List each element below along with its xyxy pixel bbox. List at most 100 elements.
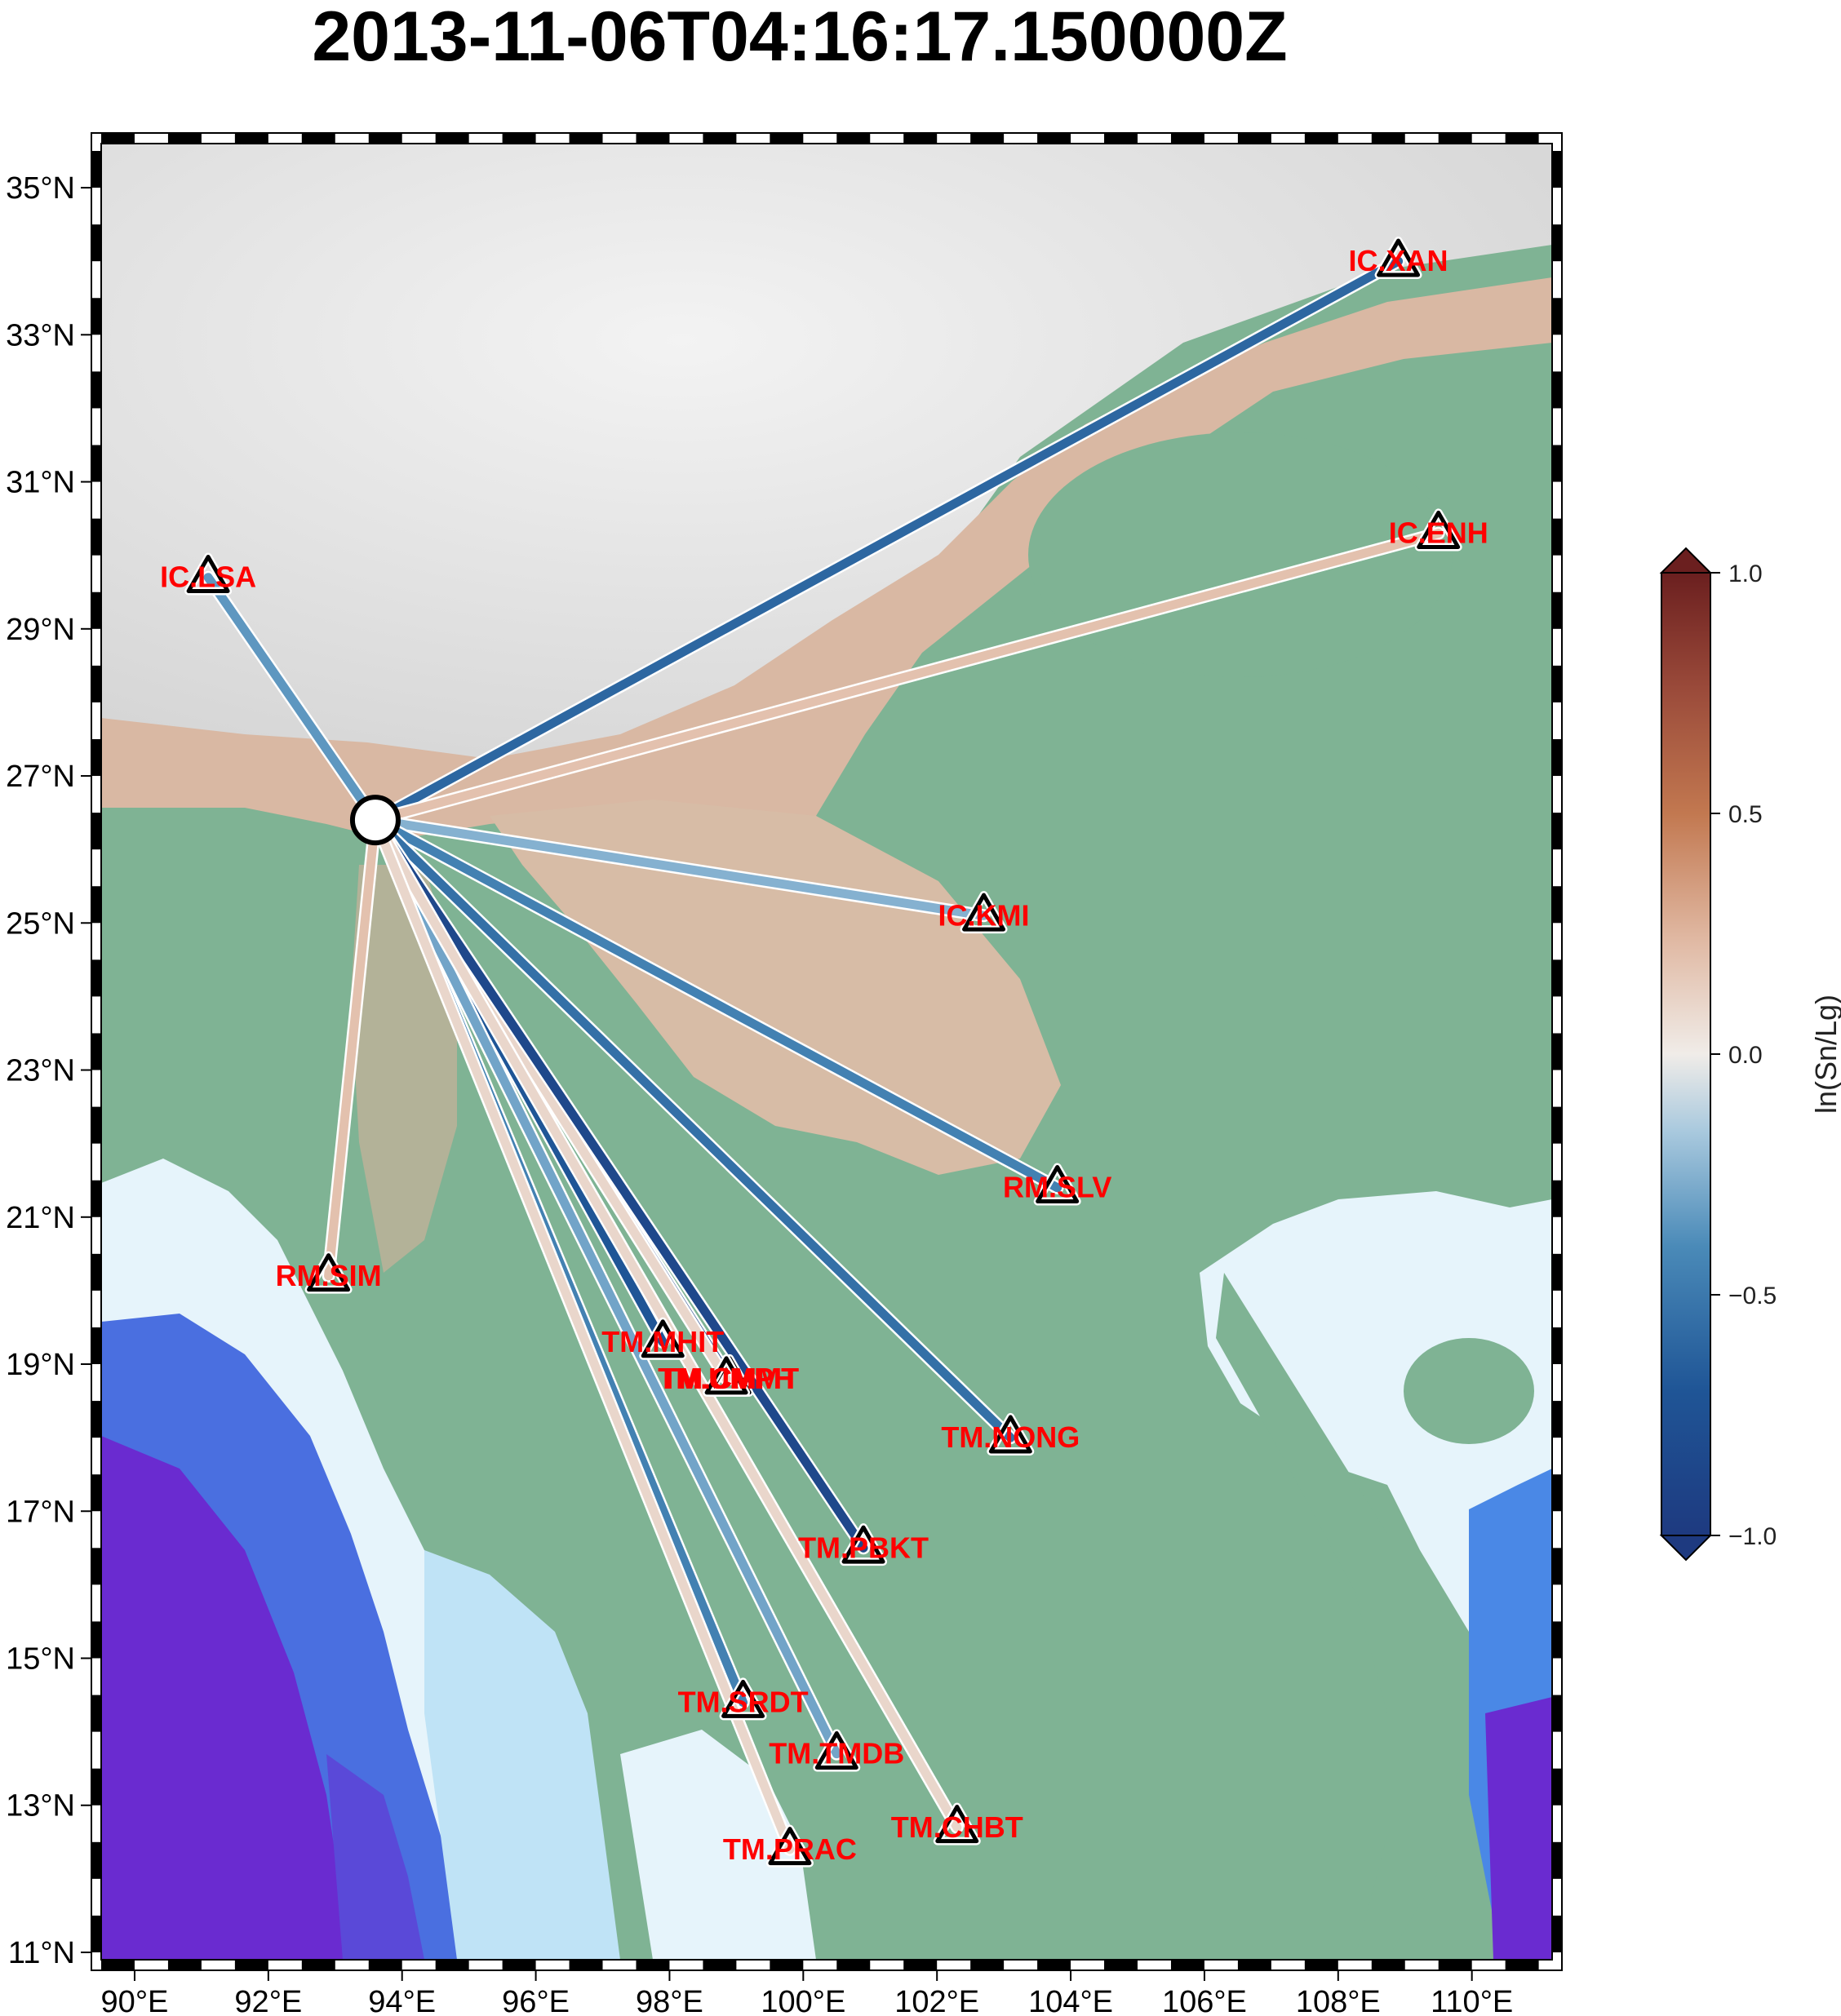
station-triangle-icon (641, 1319, 685, 1358)
frame-tick-left (91, 1327, 101, 1365)
lon-tick-label: 106°E (1162, 1985, 1247, 2016)
frame-tick-bottom (703, 1960, 737, 1970)
frame-tick-left (91, 1548, 101, 1585)
station-label-ic-enh: IC.ENH (1389, 516, 1488, 550)
colorbar-min-triangle (1659, 1535, 1713, 1562)
frame-tick-left (91, 1915, 101, 1952)
frame-tick-bottom (167, 1960, 202, 1970)
frame-tick-bottom (970, 1960, 1005, 1970)
ray-path-rm-slv (370, 815, 1062, 1193)
frame-tick-right (1552, 592, 1562, 629)
station-triangle-icon (1036, 1165, 1080, 1204)
frame-tick-top (101, 133, 135, 144)
station-triangle-icon (814, 1730, 858, 1770)
frame-tick-left (91, 1768, 101, 1806)
lat-tick-label: 21°N (6, 1201, 75, 1235)
frame-tick-left (91, 1841, 101, 1879)
station-label-tm-nong: TM.NONG (941, 1420, 1080, 1454)
longitude-labels: 90°E 92°E 94°E 96°E 98°E 100°E 102°E 104°E 106°E… (101, 1970, 1513, 2016)
frame-tick-right (1552, 959, 1562, 997)
station-triangle-icon (935, 1805, 979, 1844)
frame-tick-top (167, 133, 202, 144)
lat-tick-label: 31°N (6, 466, 75, 500)
frame-tick-bottom (368, 1960, 402, 1970)
station-label-tm-tmdb: TM.TMDB (769, 1737, 904, 1770)
topography-basemap (101, 144, 1552, 1960)
station-label-tm-umph: TM.UMPH (658, 1362, 795, 1395)
frame-tick-left (91, 151, 101, 188)
station-label-ic-lsa: IC.LSA (160, 560, 256, 594)
frame-tick-right (1552, 1253, 1562, 1291)
lon-tick-label: 102°E (894, 1985, 979, 2016)
frame-tick-top (903, 133, 938, 144)
station-label-ic-kmi: IC.KMI (938, 898, 1030, 932)
frame-tick-right (1552, 1033, 1562, 1070)
frame-tick-bottom (770, 1960, 804, 1970)
frame-tick-right (1552, 151, 1562, 188)
frame-tick-right (1552, 224, 1562, 262)
station-label-tm-cmmt: TM.CMMT (660, 1362, 799, 1395)
frame-tick-right (1552, 1327, 1562, 1365)
frame-tick-left (91, 445, 101, 482)
ray-path-ic-xan (370, 256, 1404, 825)
frame-tick-bottom (1170, 1960, 1204, 1970)
station-triangle-icon (186, 555, 230, 594)
frame-tick-bottom (1304, 1960, 1338, 1970)
frame-tick-right (1552, 1841, 1562, 1879)
lat-tick-label: 23°N (6, 1054, 75, 1088)
frame-tick-right (1552, 371, 1562, 409)
frame-tick-left (91, 1180, 101, 1217)
colorbar-tick-label: 0.0 (1728, 1042, 1763, 1069)
lon-tick-label: 92°E (234, 1985, 302, 2016)
colorbar: 1.0 0.5 0.0 −0.5 −1.0 ln(Sn/Lg) (1659, 547, 1841, 1562)
frame-tick-left (91, 1401, 101, 1438)
station-label-ic-xan: IC.XAN (1349, 244, 1448, 277)
frame-tick-right (1552, 445, 1562, 482)
frame-tick-left (91, 959, 101, 997)
frame-tick-top (301, 133, 335, 144)
frame-tick-bottom (836, 1960, 871, 1970)
lat-tick-label: 29°N (6, 613, 75, 647)
ray-path-rm-sim (324, 815, 380, 1281)
frame-tick-right (1552, 298, 1562, 335)
frame-tick-top (435, 133, 469, 144)
frame-tick-bottom (101, 1960, 135, 1970)
frame-tick-bottom (1371, 1960, 1405, 1970)
frame-tick-right (1552, 738, 1562, 777)
colorbar-max-triangle (1659, 547, 1713, 574)
ray-path-tm-nong (370, 815, 1015, 1442)
frame-tick-right (1552, 1106, 1562, 1144)
station-label-tm-prac: TM.PRAC (723, 1832, 857, 1866)
frame-tick-left (91, 1695, 101, 1732)
frame-tick-top (1438, 133, 1472, 144)
frame-tick-left (91, 518, 101, 556)
station-triangle-icon (841, 1525, 885, 1564)
frame-tick-right (1552, 1180, 1562, 1217)
station-label-tm-chbt: TM.CHBT (891, 1810, 1023, 1844)
station-triangle-icon (704, 1356, 748, 1395)
station-triangle-icon (1417, 510, 1461, 549)
station-triangle-icon (768, 1827, 812, 1866)
lat-tick-label: 33°N (6, 318, 75, 352)
lon-tick-label: 94°E (368, 1985, 436, 2016)
frame-tick-top (1170, 133, 1204, 144)
frame-tick-right (1552, 1548, 1562, 1585)
frame-tick-left (91, 1474, 101, 1512)
station-label-rm-sim: RM.SIM (276, 1259, 382, 1292)
frame-tick-bottom (1505, 1960, 1539, 1970)
frame-tick-bottom (903, 1960, 938, 1970)
frame-tick-left (91, 1253, 101, 1291)
stations (184, 236, 1462, 1868)
frame-tick-right (1552, 813, 1562, 850)
frame-tick-top (970, 133, 1005, 144)
frame-tick-top (1304, 133, 1338, 144)
frame-tick-right (1552, 886, 1562, 924)
station-label-tm-srdt: TM.SRDT (678, 1686, 809, 1719)
lat-tick-label: 11°N (8, 1936, 75, 1970)
colorbar-tick-label: −0.5 (1728, 1283, 1777, 1309)
ray-path-ic-kmi (370, 815, 989, 920)
frame-tick-bottom (234, 1960, 268, 1970)
frame-tick-top (368, 133, 402, 144)
frame-tick-left (91, 738, 101, 777)
